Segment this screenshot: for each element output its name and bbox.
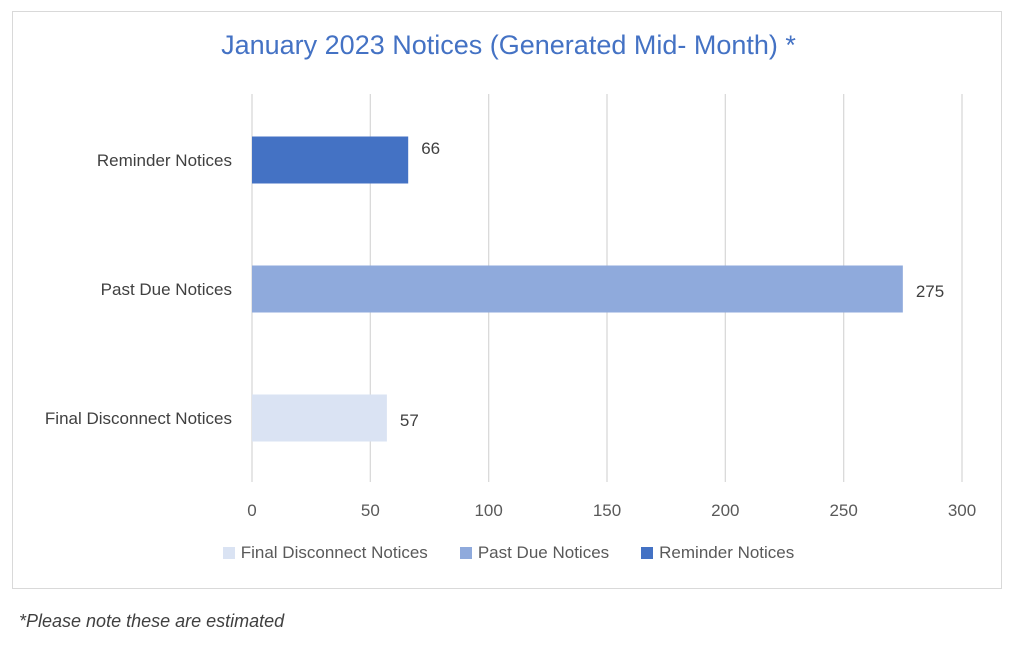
data-label-final-disconnect-notices: 57 bbox=[400, 411, 419, 430]
category-label-past-due-notices: Past Due Notices bbox=[101, 280, 232, 299]
bar-reminder-notices bbox=[252, 136, 409, 184]
chart-legend: Final Disconnect Notices Past Due Notices… bbox=[0, 543, 1017, 563]
footnote: *Please note these are estimated bbox=[19, 611, 285, 631]
legend-swatch-past-due-notices bbox=[459, 547, 472, 559]
x-tick-label-0: 0 bbox=[247, 501, 256, 520]
data-label-past-due-notices: 275 bbox=[916, 282, 944, 301]
legend-swatch-final-disconnect-notices bbox=[222, 547, 235, 559]
x-tick-label-300: 300 bbox=[948, 501, 976, 520]
category-label-reminder-notices: Reminder Notices bbox=[97, 151, 232, 170]
legend-label-reminder-notices: Reminder Notices bbox=[659, 543, 795, 562]
x-tick-label-50: 50 bbox=[361, 501, 380, 520]
legend-label-past-due-notices: Past Due Notices bbox=[477, 543, 610, 562]
legend-swatch-reminder-notices bbox=[641, 547, 654, 559]
bar-past-due-notices bbox=[252, 265, 903, 313]
x-tick-label-150: 150 bbox=[593, 501, 621, 520]
legend-item-final-disconnect-notices: Final Disconnect Notices bbox=[222, 543, 428, 563]
category-label-final-disconnect-notices: Final Disconnect Notices bbox=[45, 409, 232, 428]
data-label-reminder-notices: 66 bbox=[421, 139, 440, 158]
x-tick-label-200: 200 bbox=[711, 501, 739, 520]
bar-final-disconnect-notices bbox=[252, 394, 387, 442]
x-tick-label-250: 250 bbox=[829, 501, 857, 520]
x-tick-label-100: 100 bbox=[474, 501, 502, 520]
chart-title: January 2023 Notices (Generated Mid- Mon… bbox=[221, 30, 796, 60]
legend-item-reminder-notices: Reminder Notices bbox=[641, 543, 794, 563]
legend-item-past-due-notices: Past Due Notices bbox=[459, 543, 610, 563]
legend-label-final-disconnect-notices: Final Disconnect Notices bbox=[240, 543, 428, 562]
